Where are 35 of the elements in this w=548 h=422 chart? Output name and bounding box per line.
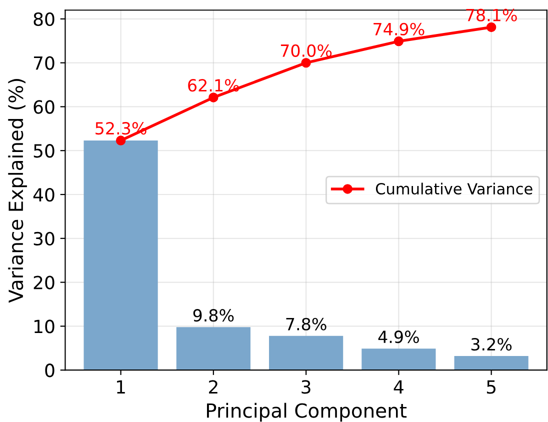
x-tick-label: 1 — [117, 380, 125, 394]
point — [394, 36, 404, 46]
bar — [454, 356, 528, 370]
data-label: 9.8% — [193, 309, 234, 322]
data-label: 78.1% — [466, 8, 517, 22]
x-tick-label: 3 — [302, 380, 310, 394]
y-tick-label: 80 — [34, 12, 54, 26]
x-tick-label: 5 — [486, 380, 496, 394]
legend-label: Cumulative Variance — [376, 182, 532, 195]
point — [208, 92, 218, 102]
data-label: 7.8% — [286, 318, 326, 330]
bar — [84, 140, 158, 370]
x-tick-label: 2 — [209, 380, 218, 394]
y-tick-label: 0 — [45, 364, 54, 378]
point — [301, 58, 311, 68]
y-tick-label: 70 — [34, 56, 54, 70]
point — [486, 22, 496, 32]
y-tick-label: 60 — [34, 100, 54, 114]
bar — [362, 348, 436, 370]
point — [116, 136, 126, 146]
data-label: 74.9% — [374, 22, 424, 36]
y-axis-title: Variance Explained (%) — [8, 79, 27, 303]
data-label: 62.1% — [188, 79, 239, 92]
y-tick-label: 20 — [34, 276, 54, 290]
y-tick-label: 40 — [33, 188, 54, 202]
data-label: 3.2% — [471, 338, 512, 351]
x-tick-label: 4 — [394, 380, 404, 394]
bar — [176, 327, 250, 370]
y-tick-label: 50 — [34, 144, 54, 158]
y-tick-label: 30 — [34, 232, 54, 246]
bar — [269, 336, 344, 370]
y-tick-label: 10 — [34, 320, 54, 334]
x-axis-title: Principal Component — [207, 402, 407, 422]
data-label: 4.9% — [378, 330, 419, 344]
data-label: 70.0% — [280, 44, 332, 57]
